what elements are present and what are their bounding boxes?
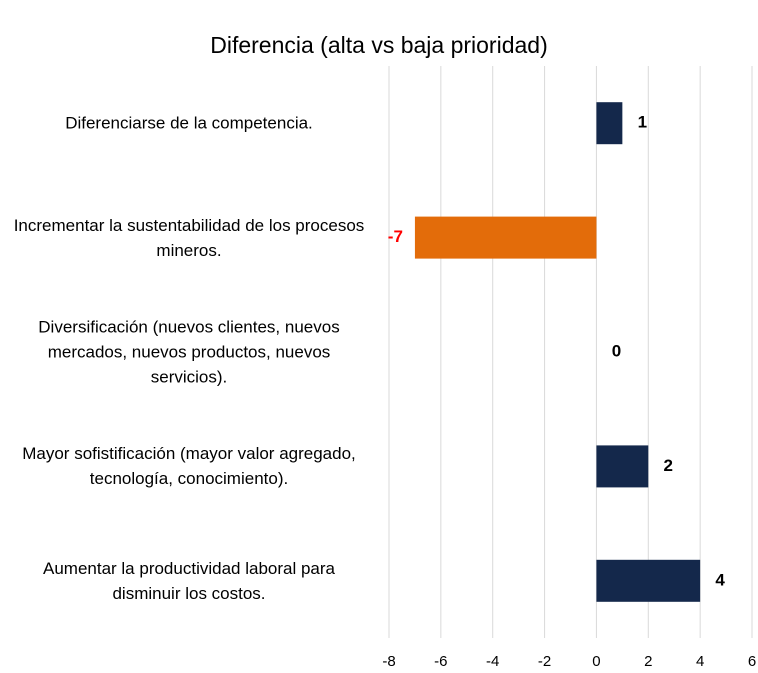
value-label: -7 [388, 227, 403, 246]
category-label: Aumentar la productividad laboral para d… [42, 558, 335, 603]
x-tick-label: -2 [538, 653, 551, 670]
value-label: 1 [638, 113, 647, 132]
bar [414, 216, 597, 259]
bar [596, 102, 623, 145]
chart-title: Diferencia (alta vs baja prioridad) [210, 32, 548, 58]
value-label: 4 [715, 570, 725, 589]
value-label: 0 [612, 341, 621, 360]
category-label: Incrementar la sustentabilidad de los pr… [13, 215, 365, 260]
category-label: Diversificación (nuevos clientes, nuevos… [38, 317, 340, 387]
x-tick-label: 0 [592, 653, 600, 670]
x-tick-label: 2 [644, 653, 652, 670]
x-tick-label: 6 [748, 653, 756, 670]
bar [596, 445, 649, 488]
bar [596, 559, 701, 602]
x-tick-label: -8 [382, 653, 395, 670]
x-tick-label: -4 [486, 653, 499, 670]
value-label: 2 [664, 456, 673, 475]
category-label: Diferenciarse de la competencia. [65, 113, 313, 133]
x-tick-label: -6 [434, 653, 447, 670]
category-label: Mayor sofistificación (mayor valor agreg… [22, 444, 356, 489]
x-tick-label: 4 [696, 653, 704, 670]
